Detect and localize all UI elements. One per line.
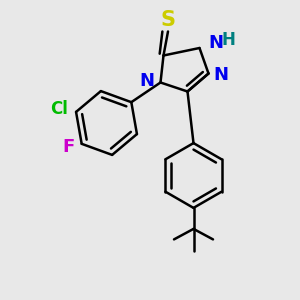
Text: N: N <box>214 66 229 84</box>
Text: Cl: Cl <box>51 100 68 118</box>
Text: F: F <box>62 138 74 156</box>
Text: H: H <box>222 31 236 49</box>
Text: N: N <box>140 72 154 90</box>
Text: N: N <box>208 34 224 52</box>
Text: S: S <box>160 10 175 29</box>
